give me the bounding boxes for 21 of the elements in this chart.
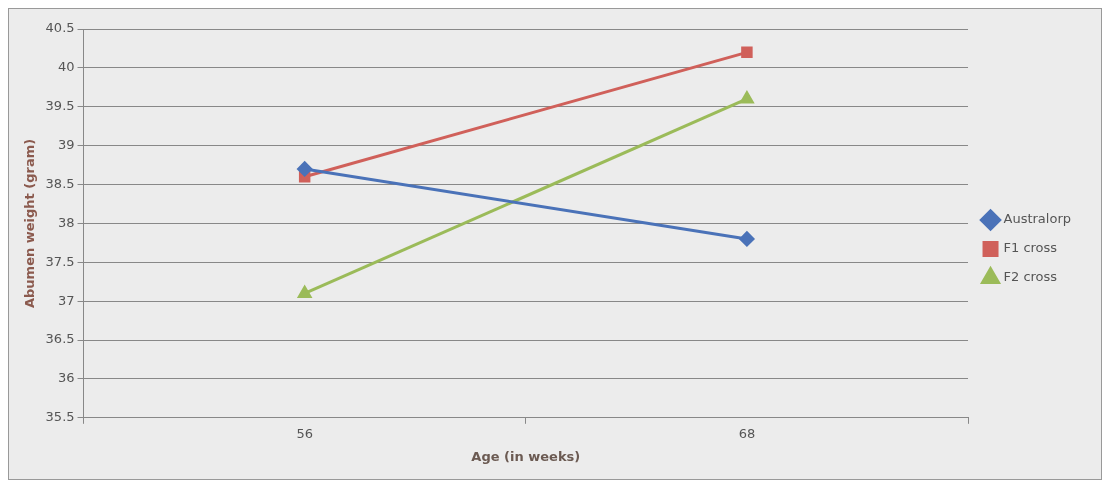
y-tick-label: 40.5 [45,20,75,36]
point [741,46,753,59]
legend-label: Australorp [1003,211,1072,227]
y-tick-label: 36 [58,370,75,386]
x-axis-title: Age (in weeks) [471,448,581,464]
point [739,231,755,247]
y-axis-title: Abumen weight (gram) [22,138,38,309]
y-tick-label: 40 [58,59,75,75]
y-tick-label: 36.5 [45,331,75,347]
y-tick-label: 37 [58,292,75,308]
y-tick-label: 39.5 [45,98,75,114]
x-tick-label: 68 [738,425,756,441]
y-tick-label: 38.5 [45,175,75,191]
y-tick-label: 37.5 [45,253,75,269]
x-tick-label: 56 [296,425,313,441]
legend-label: F1 cross [1003,240,1058,256]
y-tick-label: 35.5 [45,409,75,425]
point [297,161,313,177]
legend-label: F2 cross [1003,269,1058,285]
y-tick-label: 38 [58,214,75,230]
y-tick-label: 39 [58,137,75,153]
